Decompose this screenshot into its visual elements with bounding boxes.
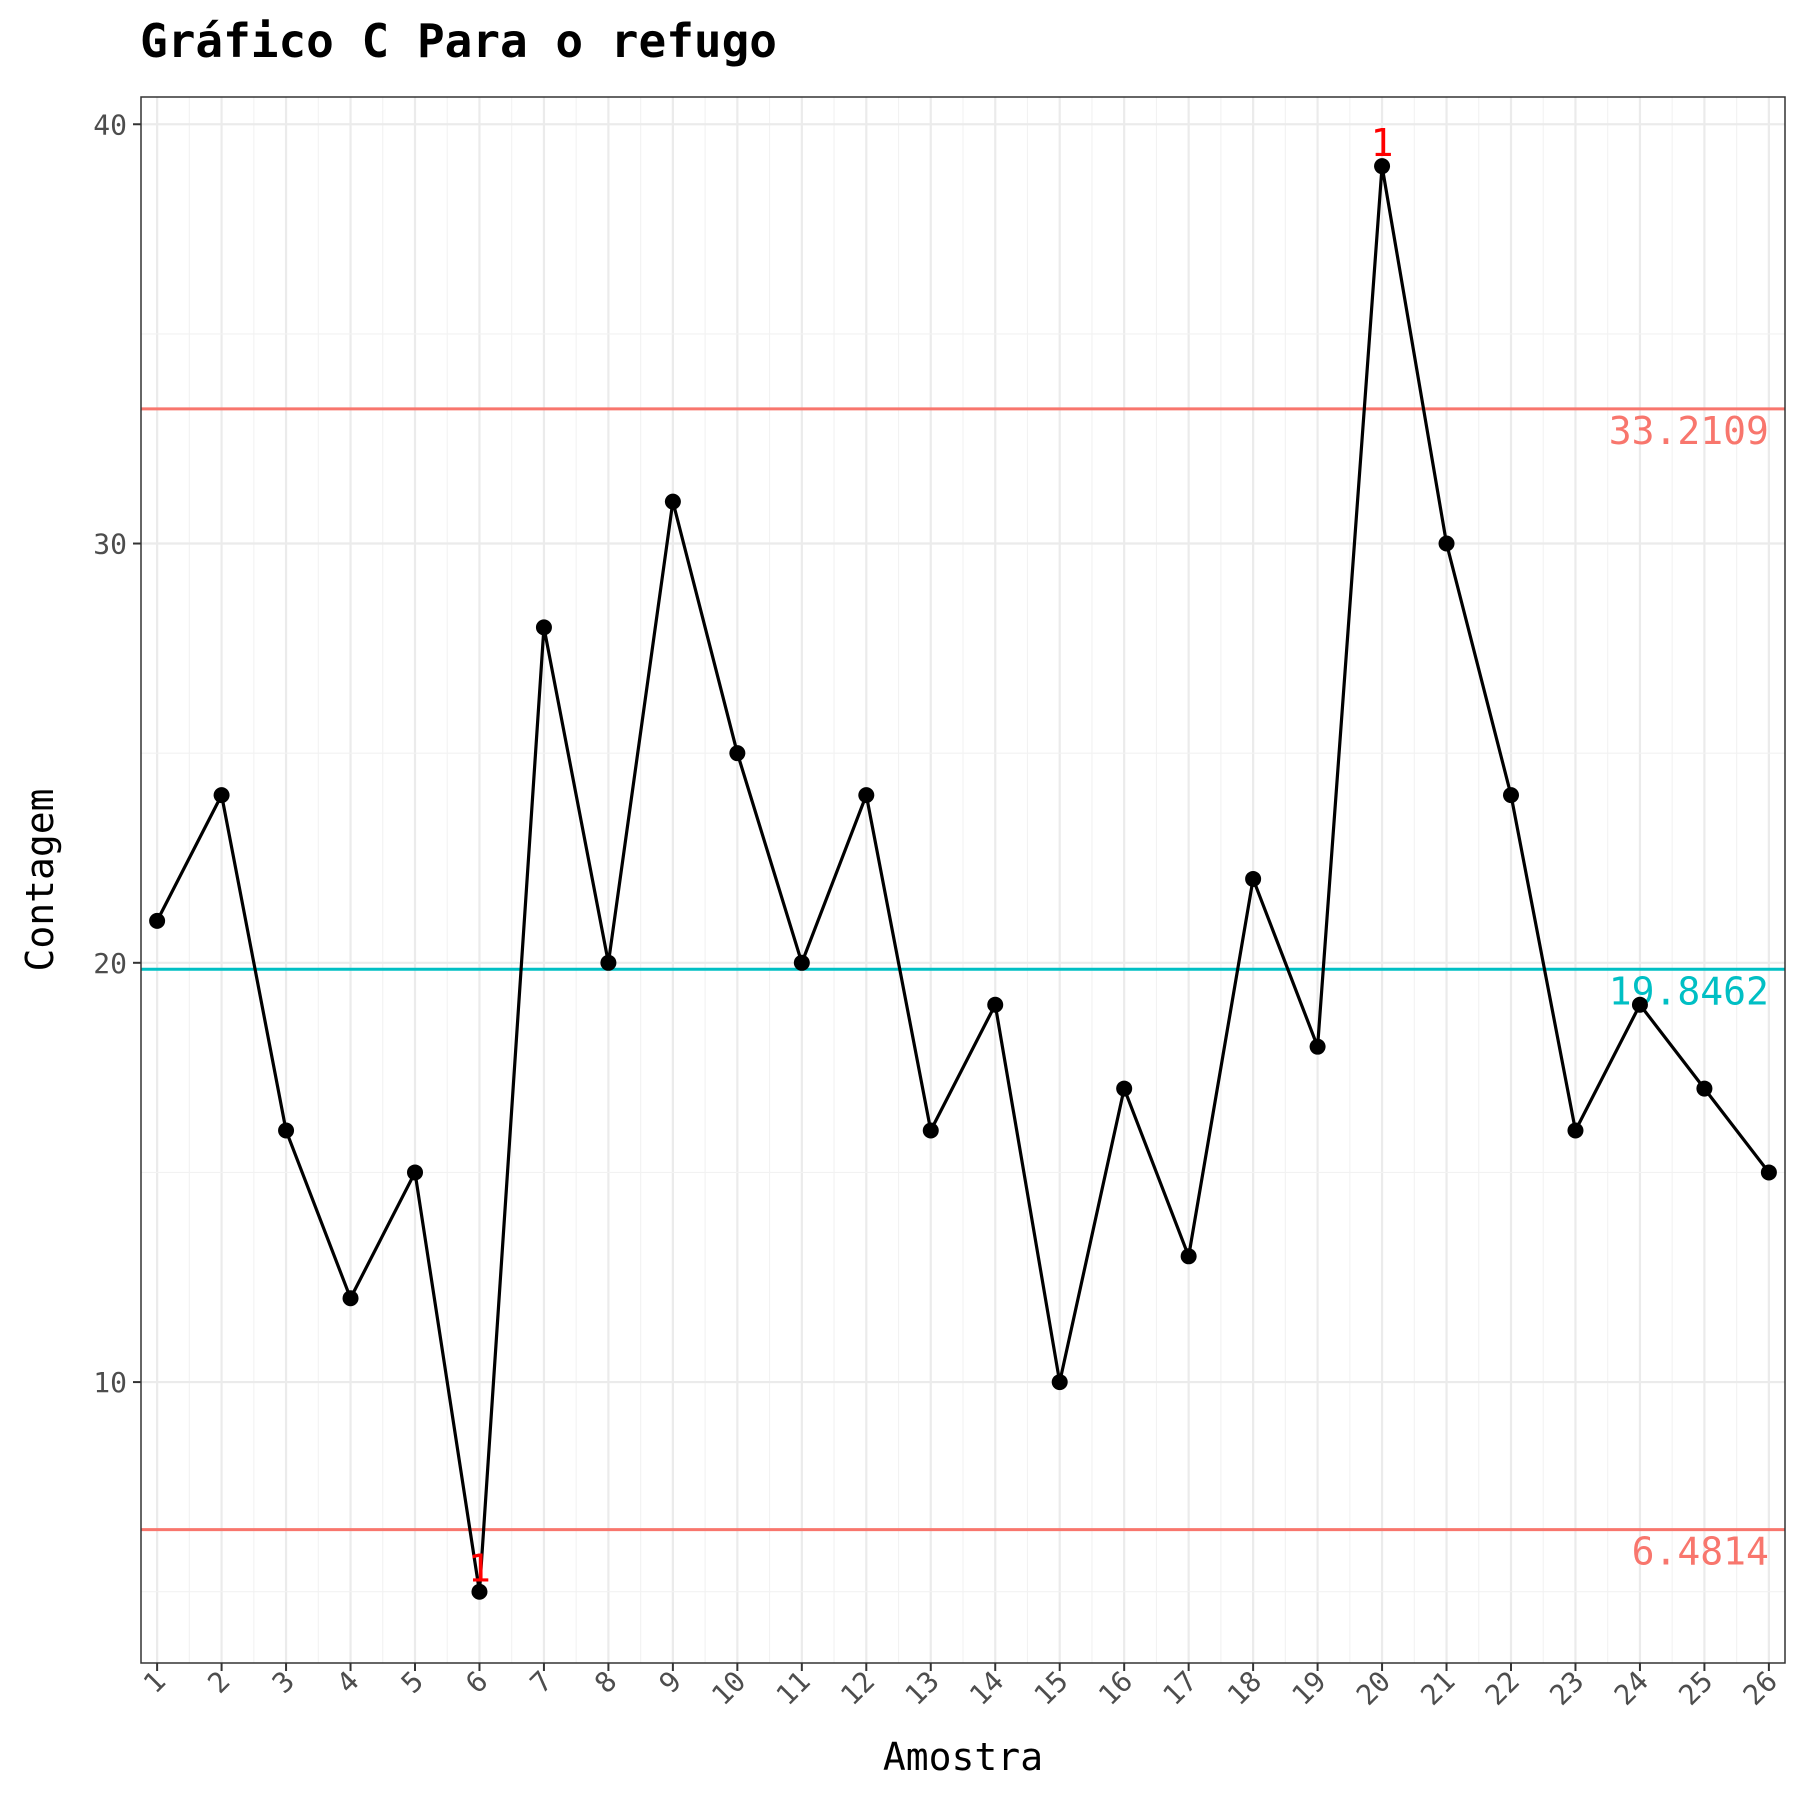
data-series: 11: [149, 121, 1777, 1600]
y-tick-label: 40: [93, 108, 127, 141]
data-point: [729, 745, 746, 762]
data-point: [858, 787, 875, 804]
data-point: [1760, 1164, 1777, 1181]
data-point: [1567, 1122, 1584, 1139]
data-point: [278, 1122, 295, 1139]
data-point: [1051, 1374, 1068, 1391]
data-point: [407, 1164, 423, 1181]
data-point: [600, 954, 617, 971]
chart-title: Gráfico C Para o refugo: [140, 14, 777, 68]
data-point: [1374, 158, 1391, 175]
y-tick-label: 20: [93, 947, 127, 980]
data-point: [213, 787, 230, 804]
out-of-control-flag: 1: [1371, 121, 1394, 165]
y-tick-label: 30: [93, 528, 127, 561]
data-point: [793, 954, 810, 971]
data-point: [1180, 1248, 1197, 1265]
data-point: [1309, 1038, 1326, 1055]
control-limit-label-ucl: 33.2109: [1609, 409, 1769, 453]
y-tick-label: 10: [93, 1366, 127, 1399]
data-point: [1503, 787, 1519, 804]
data-point: [1116, 1080, 1133, 1097]
data-point: [1438, 535, 1455, 552]
y-axis-title: Contagem: [18, 788, 62, 971]
out-of-control-flag: 1: [468, 1547, 491, 1591]
series-line: [155, 164, 1771, 1594]
control-limit-label-lcl: 6.4814: [1632, 1530, 1769, 1574]
data-point: [1631, 996, 1648, 1013]
data-point: [342, 1290, 359, 1307]
data-point: [922, 1122, 939, 1139]
data-point: [1245, 870, 1262, 887]
data-point: [471, 1583, 488, 1600]
data-point: [535, 619, 552, 636]
data-point: [664, 493, 681, 510]
data-point: [1696, 1080, 1713, 1097]
x-axis-title: Amostra: [883, 1735, 1043, 1779]
panel-border: [140, 96, 1786, 1664]
data-point: [149, 912, 166, 929]
data-point: [987, 996, 1004, 1013]
gridlines: [141, 97, 1785, 1663]
